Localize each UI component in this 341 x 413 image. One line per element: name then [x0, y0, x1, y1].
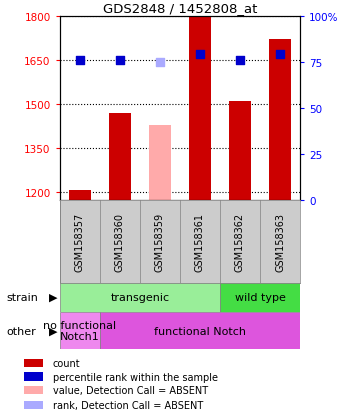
Bar — [109, 114, 131, 200]
Bar — [100, 313, 300, 349]
Text: GSM158362: GSM158362 — [235, 212, 245, 271]
Text: percentile rank within the sample: percentile rank within the sample — [53, 372, 218, 382]
Text: other: other — [7, 326, 36, 336]
Text: strain: strain — [7, 292, 39, 302]
Text: GSM158357: GSM158357 — [75, 212, 85, 271]
Bar — [60, 284, 220, 312]
Point — [157, 59, 163, 66]
Bar — [220, 284, 300, 312]
Point — [197, 52, 203, 58]
Text: GSM158359: GSM158359 — [155, 212, 165, 271]
Text: value, Detection Call = ABSENT: value, Detection Call = ABSENT — [53, 385, 208, 395]
Bar — [24, 401, 43, 409]
Bar — [229, 102, 251, 200]
Text: GSM158360: GSM158360 — [115, 212, 125, 271]
Text: ▶: ▶ — [49, 292, 57, 302]
Point — [77, 57, 83, 64]
Text: GSM158363: GSM158363 — [275, 212, 285, 271]
Bar — [189, 17, 211, 200]
Text: transgenic: transgenic — [110, 293, 169, 303]
Point — [117, 57, 122, 64]
Bar — [60, 313, 100, 349]
Text: no functional
Notch1: no functional Notch1 — [43, 320, 116, 342]
Text: GSM158361: GSM158361 — [195, 212, 205, 271]
Bar — [69, 191, 91, 200]
Bar — [24, 359, 43, 367]
Bar — [269, 40, 291, 200]
Bar — [149, 125, 171, 200]
Text: rank, Detection Call = ABSENT: rank, Detection Call = ABSENT — [53, 400, 203, 410]
Point — [277, 52, 283, 58]
Text: wild type: wild type — [235, 293, 285, 303]
Title: GDS2848 / 1452808_at: GDS2848 / 1452808_at — [103, 2, 257, 15]
Bar — [24, 373, 43, 381]
Text: ▶: ▶ — [49, 326, 57, 336]
Text: count: count — [53, 358, 80, 368]
Bar — [24, 386, 43, 394]
Point — [237, 57, 243, 64]
Text: functional Notch: functional Notch — [154, 326, 246, 336]
